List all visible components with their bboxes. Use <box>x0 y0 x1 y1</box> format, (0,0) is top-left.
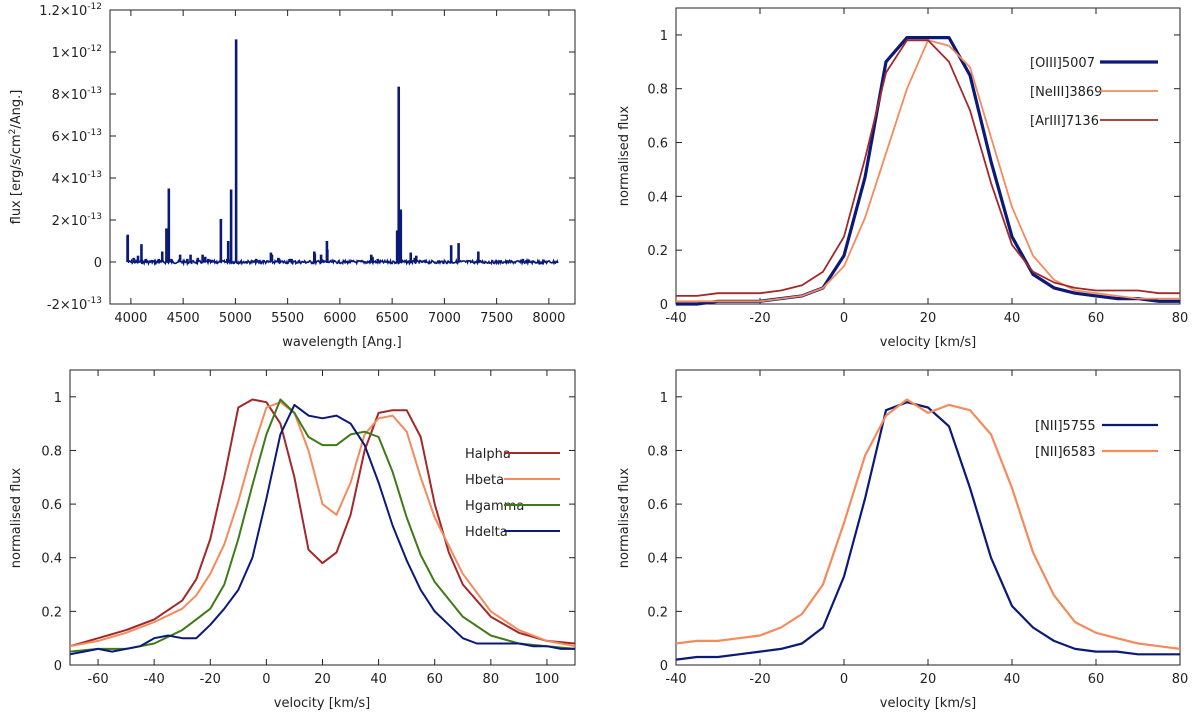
x-tick-label: 0 <box>840 672 848 687</box>
series-line-hbeta <box>69 401 576 648</box>
series-line-halpha <box>69 398 576 648</box>
x-tick-label: 6500 <box>376 311 409 326</box>
legend-label: [NeIII]3869 <box>1030 85 1102 100</box>
oiii-plot-frame <box>675 7 1181 305</box>
x-tick-label: 20 <box>920 672 937 687</box>
y-tick-label: 0 <box>94 256 102 271</box>
x-tick-label: 20 <box>920 311 937 326</box>
y-tick-label: 0.2 <box>41 605 62 620</box>
x-tick-label: 5000 <box>219 311 252 326</box>
oiii-x-axis-title: velocity [km/s] <box>880 335 976 350</box>
y-tick-label: 2×10-13 <box>52 212 102 229</box>
x-tick-label: 4000 <box>114 311 147 326</box>
spectrum-x-axis-title: wavelength [Ang.] <box>282 335 402 350</box>
x-tick-label: -40 <box>665 311 686 326</box>
x-tick-label: -20 <box>749 672 770 687</box>
y-tick-label: 4×10-13 <box>52 170 102 187</box>
y-tick-label: 0 <box>54 659 62 674</box>
x-tick-label: 40 <box>1004 672 1021 687</box>
y-tick-label: 0.4 <box>647 190 668 205</box>
spectrum-continuum <box>127 257 559 267</box>
x-tick-label: 80 <box>1172 311 1189 326</box>
spectrum-panel: 4000 4500 5000 5500 6000 6500 7000 7500 8000 -2×1… <box>8 2 576 350</box>
legend-label: Halpha <box>465 447 511 462</box>
x-tick-label: -40 <box>665 672 686 687</box>
x-tick-label: 0 <box>840 311 848 326</box>
hydrogen-panel: -60 -40 -20 0 20 40 60 80 100 0 0.2 0.4 0.6 0.8 1 Halp… <box>9 369 576 711</box>
x-tick-label: 60 <box>1088 311 1105 326</box>
oiii-panel: -40 -20 0 20 40 60 80 0 0.2 0.4 0.6 0.8 1 [OIII]5007… <box>617 7 1189 350</box>
hydrogen-x-axis-title: velocity [km/s] <box>274 696 370 711</box>
x-tick-label: 4500 <box>167 311 200 326</box>
y-tick-label: 0.6 <box>41 498 62 513</box>
legend-label: [NII]5755 <box>1035 419 1096 434</box>
x-tick-label: 5500 <box>271 311 304 326</box>
legend-label: Hdelta <box>465 525 508 540</box>
nii-plot-frame <box>675 369 1181 666</box>
x-tick-label: 60 <box>426 672 443 687</box>
x-tick-label: -40 <box>144 672 165 687</box>
series-line-nii5755 <box>675 401 1180 661</box>
x-tick-label: 20 <box>314 672 331 687</box>
y-tick-label: 0 <box>660 659 668 674</box>
series-line-hgamma <box>69 398 576 653</box>
x-tick-label: 7000 <box>428 311 461 326</box>
nii-panel: -40 -20 0 20 40 60 80 0 0.2 0.4 0.6 0.8 1 [NII]5755 [… <box>617 369 1189 711</box>
y-tick-label: 0.6 <box>647 498 668 513</box>
x-tick-label: 80 <box>483 672 500 687</box>
y-tick-label: 0.4 <box>41 552 62 567</box>
x-tick-label: 8000 <box>532 311 565 326</box>
y-tick-label: 0.6 <box>647 137 668 152</box>
y-tick-label: 1×10-12 <box>52 44 102 61</box>
legend-label: [ArIII]7136 <box>1030 114 1099 129</box>
x-tick-label: 40 <box>1004 311 1021 326</box>
legend-label: Hgamma <box>465 499 524 514</box>
y-tick-label: -2×10-13 <box>47 296 102 313</box>
oiii-y-axis-title: normalised flux <box>617 105 632 206</box>
legend-label: [OIII]5007 <box>1030 56 1095 71</box>
y-tick-label: 0.4 <box>647 552 668 567</box>
x-tick-label: 7500 <box>480 311 513 326</box>
x-tick-label: 60 <box>1088 672 1105 687</box>
x-tick-label: 0 <box>262 672 270 687</box>
series-line-ariii7136 <box>676 39 1180 297</box>
y-tick-label: 1 <box>660 29 668 44</box>
y-tick-label: 0 <box>660 298 668 313</box>
y-tick-label: 1.2×10-12 <box>39 2 102 19</box>
y-tick-label: 0.2 <box>647 605 668 620</box>
hydrogen-y-axis-title: normalised flux <box>9 467 24 568</box>
y-tick-label: 0.2 <box>647 244 668 259</box>
legend-label: [NII]6583 <box>1035 445 1096 460</box>
x-tick-label: 80 <box>1172 672 1189 687</box>
y-tick-label: 1 <box>660 391 668 406</box>
series-line-oiii5007 <box>676 36 1180 306</box>
spectrum-y-axis-title: flux [erg/s/cm2/Ang.] <box>8 90 24 225</box>
y-tick-label: 0.8 <box>647 83 668 98</box>
spectrum-plot-frame <box>109 9 576 305</box>
nii-x-axis-title: velocity [km/s] <box>880 696 976 711</box>
x-tick-label: 100 <box>535 672 560 687</box>
y-tick-label: 0.8 <box>41 444 62 459</box>
y-tick-label: 8×10-13 <box>52 86 102 103</box>
x-tick-label: -20 <box>749 311 770 326</box>
x-tick-label: -20 <box>200 672 221 687</box>
x-tick-label: 6000 <box>323 311 356 326</box>
legend-label: Hbeta <box>465 473 504 488</box>
x-tick-label: 40 <box>370 672 387 687</box>
nii-y-axis-title: normalised flux <box>617 467 632 568</box>
series-line-nii6583 <box>675 398 1181 650</box>
series-line-neiii3869 <box>676 39 1180 303</box>
series-line-hdelta <box>69 403 575 656</box>
x-tick-label: -60 <box>87 672 108 687</box>
y-tick-label: 6×10-13 <box>52 128 102 145</box>
y-tick-label: 1 <box>54 391 62 406</box>
y-tick-label: 0.8 <box>647 444 668 459</box>
